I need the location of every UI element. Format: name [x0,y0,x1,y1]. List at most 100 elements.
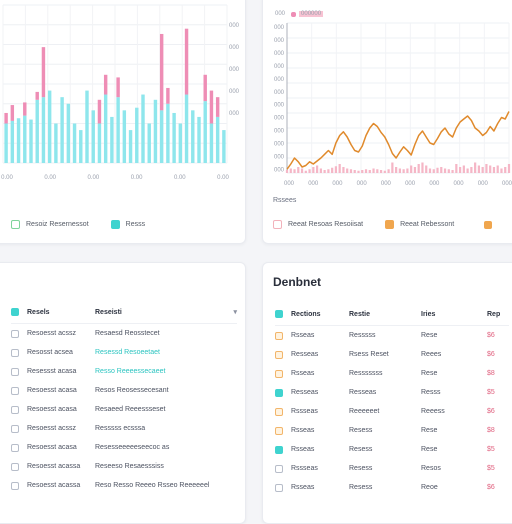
bar [54,123,58,163]
column-header[interactable]: Resels [27,308,50,316]
table-cell: Resess [349,484,373,491]
y-tick-label: 000 [229,23,240,29]
table-row[interactable]: Rsseas Resess Reoe $6 [275,478,509,497]
y-tick-label: 000 [274,129,285,135]
table-cell: $6 [487,332,495,339]
row-checkbox[interactable] [11,367,19,376]
row-checkbox[interactable] [275,388,283,397]
bar [222,130,226,163]
table-row[interactable]: Rssseas Resess Resos $5 [275,459,509,478]
table-row[interactable]: Resoesst acssz Resssss ecsssa [11,419,237,438]
row-checkbox[interactable] [275,426,283,435]
row-checkbox[interactable] [11,481,19,490]
y-tick-label: 000 [274,103,285,109]
sort-icon[interactable]: ▾ [233,309,237,316]
legend-item[interactable]: Resoiz Resernessot [11,220,89,229]
table-cell: Rese [421,427,438,434]
bar [159,33,164,111]
bar [16,118,21,163]
bar [79,130,83,163]
select-all-checkbox[interactable] [275,310,283,318]
table-cell: $6 [487,484,495,491]
row-checkbox[interactable] [11,462,19,471]
line-chart-subtitle: Rssees [273,197,297,204]
table-row[interactable]: Resoesst acassa Reso Resso Reeeo Rsseo Re… [11,476,237,495]
x-tick-label: 000 [357,181,368,187]
bar [122,110,127,163]
bar [327,169,330,173]
row-checkbox[interactable] [275,369,283,378]
row-checkbox[interactable] [275,350,283,359]
bar [41,47,46,98]
table-row[interactable]: Resseas Rsess Reset Reees $6 [275,345,509,364]
column-header[interactable]: Iries [421,310,436,318]
table-cell: $8 [487,427,495,434]
bar [203,74,207,102]
row-checkbox[interactable] [11,348,19,357]
table-row[interactable]: Resosst acsea Resessd Resoeetaet [11,343,237,362]
legend-label: Reeat Rebessont [400,221,455,228]
row-checkbox[interactable] [11,386,19,395]
row-checkbox[interactable] [11,443,19,452]
bar [323,170,326,173]
y-tick-label: 000 [274,77,285,83]
x-tick-label: 000 [405,181,416,187]
table-row[interactable]: Resessst acasa Resso Reeeessecaeet [11,362,237,381]
y-tick-label: 000 [274,64,285,70]
legend-extra-swatch [484,220,493,229]
table-row[interactable]: Resoesst acassa Reseeso Resaesssiss [11,457,237,476]
top-legend-text: 000000 [299,11,324,17]
legend-item[interactable]: Reeat Rebessont [385,220,454,229]
row-checkbox[interactable] [11,424,19,433]
table-row[interactable]: Resseas Resseas Resss $5 [275,383,509,402]
row-checkbox[interactable] [275,464,283,473]
select-all-checkbox[interactable] [11,308,19,316]
bar [421,162,424,173]
bar [135,107,139,163]
legend-swatch [11,220,20,229]
table-row[interactable]: Resoesst acasa Resesseeeeeseecoc as [11,438,237,457]
column-header[interactable]: Rep [487,310,501,318]
table-row[interactable]: Rsseas Resess Rese $8 [275,421,509,440]
x-tick-label: 0.00 [1,175,13,181]
bar [500,168,503,173]
table-row[interactable]: Rsseas Resssss Rese $6 [275,326,509,345]
column-header[interactable]: Reseisti [95,308,122,316]
bar [312,167,315,173]
bar [197,116,201,163]
column-header[interactable]: Rections [291,310,321,318]
bar [391,162,394,173]
bar [413,167,417,173]
row-checkbox[interactable] [275,331,283,340]
table-cell: Resessd Resoeetaet [95,349,160,356]
table-row[interactable]: Rsseas Resess Rese $5 [275,440,509,459]
y-tick-label: 000 [274,51,285,57]
table-cell: Rsseas [291,332,315,339]
column-header[interactable]: Restie [349,310,371,318]
row-checkbox[interactable] [275,445,283,454]
row-checkbox[interactable] [275,483,283,492]
row-checkbox[interactable] [11,329,19,338]
legend-item[interactable]: Reeat Resoas Resoiisat [273,220,363,229]
bar [398,168,401,173]
bar [103,94,108,163]
bar [178,123,183,163]
bar [159,110,164,163]
bar [285,170,289,173]
table-cell: $5 [487,446,495,453]
bar [10,120,15,163]
table-row[interactable]: Resoesst acasa Resos Reosessecesant [11,381,237,400]
legend-swatch [385,220,395,229]
line-chart-top-legend: 000 000000 [275,11,324,17]
bar [166,103,170,163]
row-checkbox[interactable] [275,407,283,416]
row-checkbox[interactable] [11,405,19,414]
table-row[interactable]: Resoesst acasa Resaeed Reeessseset [11,400,237,419]
table-row[interactable]: Rssseas Reeeeeet Reeess $6 [275,402,509,421]
table-row[interactable]: Resoesst acssz Resaesd Reosstecet [11,324,237,343]
bar [417,164,420,173]
bar [372,168,375,173]
bar [349,169,353,173]
legend-item[interactable]: Resss [110,220,145,229]
table-row[interactable]: Rsseas Resssssss Rese $8 [275,364,509,383]
